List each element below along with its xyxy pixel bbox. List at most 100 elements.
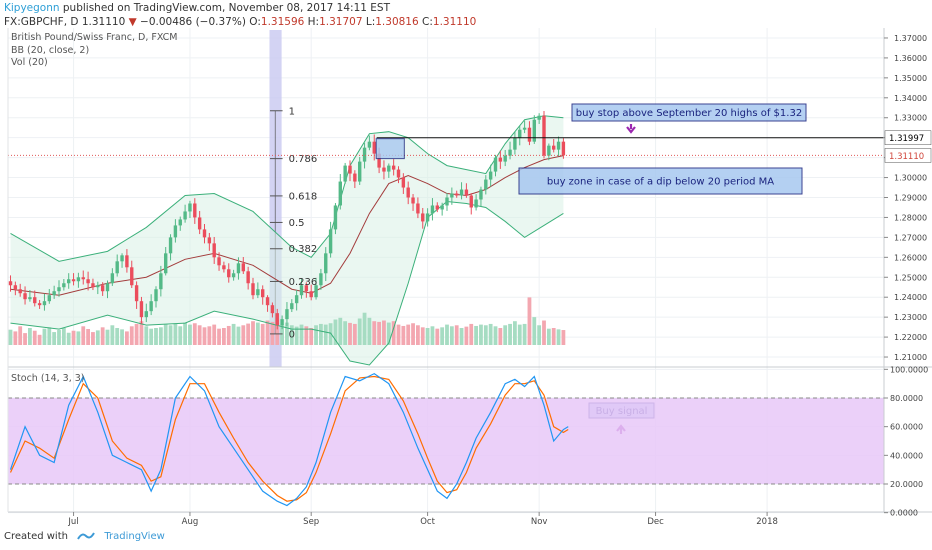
price-tick-label: 1.21000 [894,353,927,362]
candle-body [338,181,342,206]
candle-body [256,289,260,296]
volume-bar [125,331,129,345]
candle-body [193,203,197,218]
candle-body [421,213,425,222]
candle-body [251,283,255,296]
author-link[interactable]: Kipyegonn [4,2,60,14]
candle-body [552,145,556,150]
tradingview-link[interactable]: TradingView [104,531,165,542]
candle-body [469,195,473,208]
volume-bar [285,322,289,345]
candle-body [348,165,352,174]
time-tick-label: 2018 [756,517,778,527]
volume-bar [57,330,61,345]
stoch-d-line [9,375,569,502]
axes: 1.370001.360001.350001.340001.330001.320… [7,28,932,527]
time-tick-label: Aug [182,517,199,527]
candle-body [100,285,105,292]
volume-bar [420,327,425,345]
volume-bar [513,321,517,345]
price-tick-label: 1.24000 [894,293,927,302]
volume-bar [76,331,81,345]
volume-bar [406,324,411,345]
published-text: published on TradingView.com, November 0… [62,2,390,14]
candle-body [445,197,449,206]
volume-bars [8,297,566,345]
volume-bar [173,323,178,345]
volume-bar [386,322,391,345]
price-tick-label: 1.34000 [894,94,927,103]
time-tick-label: Sep [303,517,319,527]
volume-legend[interactable]: Vol (20) [11,57,48,68]
volume-bar [425,328,430,345]
candle-body [484,179,488,190]
price-tick-label: 1.37000 [894,34,927,43]
candle-body [275,313,279,326]
candle-body [202,229,207,238]
high-value: 1.31707 [319,16,363,28]
symbol[interactable]: FX:GBPCHF, D [4,16,79,28]
volume-bar [265,320,270,345]
candles [8,110,566,330]
candle-body [270,305,275,314]
candle-body [513,137,517,150]
volume-bar [372,321,377,345]
candle-body [309,291,313,298]
candle-body [450,193,454,198]
volume-bar [391,321,396,345]
buy-stop-note-text: buy stop above September 20 highs of $1.… [576,108,802,119]
buy-zone-note-box [518,167,803,195]
volume-bar [382,320,386,345]
price-tick-label: 1.22000 [894,333,927,342]
candle-body [556,141,561,150]
low-value: 1.30816 [375,16,419,28]
candle-body [86,279,90,284]
candle-body [314,285,318,298]
candle-body [115,261,119,274]
candle-body [537,115,541,120]
last-price-label: 1.31110 [889,152,924,162]
candle-body [435,205,439,210]
fibonacci-retracement[interactable]: 1 0.786 0.618 0.5 0.382 0.236 0 [269,106,318,340]
candle-body [183,211,187,220]
candle-body [265,297,270,306]
stoch-tick-label: 0.0000 [890,509,918,518]
open-value: 1.31596 [260,16,305,28]
bollinger-cloud [10,115,564,366]
candle-body [222,265,226,270]
resistance-price-tag [884,130,932,145]
bollinger-legend[interactable]: BB (20, close, 2) [11,45,90,56]
volume-bar [493,326,498,345]
volume-bar [299,324,304,345]
low-label: L: [365,16,376,28]
fib-level-label: 0.618 [289,191,318,202]
volume-bar [338,317,343,345]
volume-bar [367,317,372,345]
candle-body [353,173,357,182]
volume-bar [454,325,459,345]
candle-body [236,263,241,274]
candle-body [358,161,362,182]
candle-body [173,225,178,238]
candle-body [542,115,546,156]
candle-body [498,157,503,162]
candle-body [522,127,527,130]
stoch-tick-label: 20.0000 [890,480,923,489]
down-arrow-icon [626,124,636,134]
candle-body [23,293,27,300]
down-triangle-icon: ▼ [128,16,137,28]
stoch-legend[interactable]: Stoch (14, 3, 3) [11,373,85,384]
volume-bar [231,323,236,345]
september-high-box [375,138,405,160]
candle-body [416,203,420,214]
candle-body [57,287,61,292]
instrument-legend[interactable]: British Pound/Swiss Franc, D, FXCM [11,32,178,43]
volume-bar [343,321,348,345]
publish-info: Kipyegonn published on TradingView.com, … [4,2,390,14]
tradingview-logo-icon [77,532,96,540]
volume-bar [304,326,309,345]
candle-body [149,301,153,312]
time-tick-label: Dec [647,517,664,527]
candle-body [96,285,100,288]
